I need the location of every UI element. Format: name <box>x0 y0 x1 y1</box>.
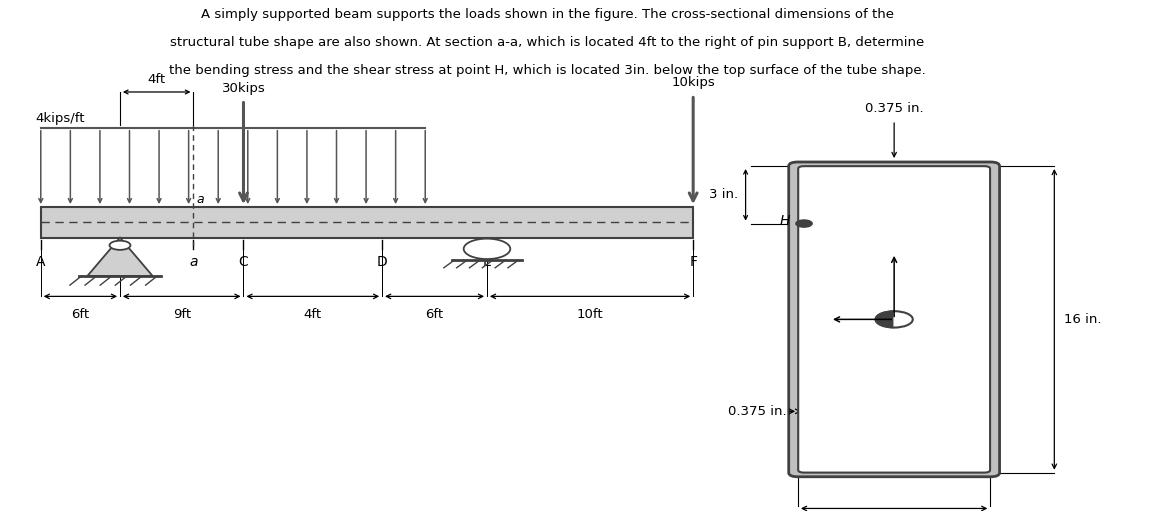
Text: H: H <box>779 214 790 228</box>
Text: 10ft: 10ft <box>577 308 603 320</box>
Text: 0.375 in.: 0.375 in. <box>728 405 786 418</box>
Text: C: C <box>239 256 248 269</box>
FancyBboxPatch shape <box>798 166 990 473</box>
Text: A simply supported beam supports the loads shown in the figure. The cross-sectio: A simply supported beam supports the loa… <box>202 8 894 20</box>
Text: a: a <box>197 193 205 206</box>
Circle shape <box>110 241 130 250</box>
Text: 4kips/ft: 4kips/ft <box>35 112 84 125</box>
Text: 10kips: 10kips <box>671 77 715 89</box>
Text: 30kips: 30kips <box>221 82 266 95</box>
Circle shape <box>464 239 510 259</box>
Circle shape <box>796 220 812 227</box>
Text: A: A <box>36 256 45 269</box>
Text: D: D <box>376 256 388 269</box>
Text: 6ft: 6ft <box>71 308 90 320</box>
Text: F: F <box>690 256 697 269</box>
Text: 3 in.: 3 in. <box>709 189 739 201</box>
Text: 4ft: 4ft <box>304 308 322 320</box>
Text: the bending stress and the shear stress at point H, which is located 3in. below : the bending stress and the shear stress … <box>169 64 926 77</box>
Bar <box>41 207 693 238</box>
Text: a: a <box>189 256 198 269</box>
Text: y: y <box>904 251 912 265</box>
Text: z: z <box>813 312 820 327</box>
Text: E: E <box>482 256 492 269</box>
FancyBboxPatch shape <box>789 162 1000 477</box>
Polygon shape <box>87 238 153 276</box>
Text: 0.375 in.: 0.375 in. <box>864 102 924 115</box>
Text: B: B <box>115 256 125 269</box>
Text: 6ft: 6ft <box>425 308 444 320</box>
Polygon shape <box>895 311 912 328</box>
Polygon shape <box>876 311 895 328</box>
Text: 16 in.: 16 in. <box>1064 313 1101 326</box>
Text: 9ft: 9ft <box>172 308 191 320</box>
Text: structural tube shape are also shown. At section a-a, which is located 4ft to th: structural tube shape are also shown. At… <box>170 36 925 49</box>
Text: 4ft: 4ft <box>148 73 165 86</box>
